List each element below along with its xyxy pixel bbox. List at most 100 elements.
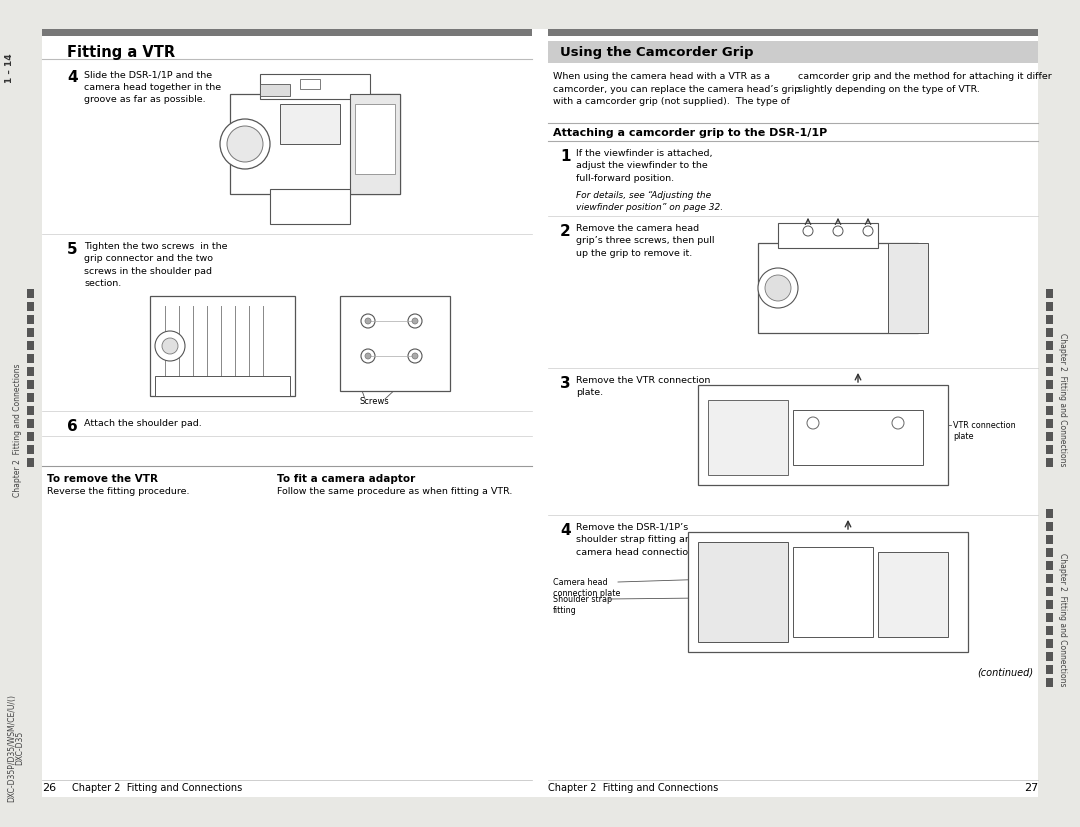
- Bar: [793, 547, 873, 638]
- Circle shape: [156, 332, 185, 361]
- Bar: [260, 85, 291, 97]
- Bar: [1047, 407, 1053, 415]
- Text: Follow the same procedure as when fitting a VTR.: Follow the same procedure as when fittin…: [276, 486, 512, 495]
- Bar: [1047, 458, 1053, 467]
- Circle shape: [162, 338, 178, 355]
- Bar: [1047, 600, 1053, 609]
- Bar: [27, 328, 33, 337]
- Bar: [1047, 289, 1053, 299]
- Circle shape: [411, 354, 418, 360]
- Bar: [548, 30, 1038, 37]
- Bar: [1047, 446, 1053, 455]
- Bar: [230, 95, 400, 195]
- Bar: [42, 30, 532, 37]
- Text: Remove the VTR connection
plate.: Remove the VTR connection plate.: [576, 375, 711, 397]
- Bar: [27, 380, 33, 390]
- Text: 4: 4: [67, 70, 78, 85]
- Circle shape: [765, 275, 791, 302]
- Bar: [355, 105, 395, 174]
- Bar: [1047, 548, 1053, 557]
- Circle shape: [361, 350, 375, 364]
- Text: 1 – 14: 1 – 14: [5, 53, 14, 83]
- Circle shape: [365, 318, 372, 325]
- Bar: [708, 400, 788, 476]
- Bar: [1047, 614, 1053, 622]
- Bar: [27, 407, 33, 415]
- Circle shape: [220, 120, 270, 170]
- Circle shape: [361, 314, 375, 328]
- Text: 27: 27: [1024, 782, 1038, 792]
- Bar: [27, 316, 33, 325]
- Text: Chapter 2  Fitting and Connections: Chapter 2 Fitting and Connections: [1057, 332, 1067, 466]
- Circle shape: [408, 350, 422, 364]
- Text: For details, see “Adjusting the
viewfinder position” on page 32.: For details, see “Adjusting the viewfind…: [576, 191, 724, 212]
- Bar: [150, 297, 295, 396]
- Bar: [350, 95, 400, 195]
- Bar: [260, 75, 370, 100]
- Text: Attach the shoulder pad.: Attach the shoulder pad.: [84, 418, 202, 428]
- Bar: [1047, 419, 1053, 428]
- Text: (continued): (continued): [977, 667, 1032, 677]
- Text: 3: 3: [561, 375, 570, 390]
- Bar: [1047, 316, 1053, 325]
- Bar: [27, 433, 33, 442]
- Text: Chapter 2  Fitting and Connections: Chapter 2 Fitting and Connections: [1057, 552, 1067, 686]
- Bar: [1047, 665, 1053, 674]
- Circle shape: [807, 418, 819, 429]
- Circle shape: [408, 314, 422, 328]
- Circle shape: [227, 127, 264, 163]
- Bar: [27, 458, 33, 467]
- Bar: [340, 297, 450, 391]
- Bar: [688, 533, 968, 653]
- Circle shape: [892, 418, 904, 429]
- Text: 6: 6: [67, 418, 78, 433]
- Text: Chapter 2  Fitting and Connections: Chapter 2 Fitting and Connections: [13, 363, 23, 496]
- Circle shape: [833, 227, 843, 237]
- Circle shape: [758, 269, 798, 308]
- Bar: [793, 410, 923, 466]
- Bar: [280, 105, 340, 145]
- Circle shape: [365, 354, 372, 360]
- Bar: [270, 189, 350, 225]
- Text: Remove the camera head
grip’s three screws, then pull
up the grip to remove it.: Remove the camera head grip’s three scre…: [576, 224, 715, 258]
- Text: 26: 26: [42, 782, 56, 792]
- Bar: [878, 552, 948, 638]
- Text: When using the camera head with a VTR as a
camcorder, you can replace the camera: When using the camera head with a VTR as…: [553, 72, 800, 106]
- Bar: [1047, 355, 1053, 364]
- Bar: [1047, 626, 1053, 635]
- Text: Fitting a VTR: Fitting a VTR: [67, 45, 175, 60]
- Bar: [758, 244, 918, 333]
- Text: Camera head
connection plate: Camera head connection plate: [553, 577, 620, 597]
- Text: DXC-D35: DXC-D35: [15, 730, 25, 764]
- Bar: [27, 446, 33, 455]
- Text: 1: 1: [561, 149, 570, 164]
- Bar: [27, 419, 33, 428]
- Bar: [698, 385, 948, 485]
- Text: DXC-D35P/D35/WSM/CE/U/(): DXC-D35P/D35/WSM/CE/U/(): [8, 693, 16, 801]
- Text: Slide the DSR-1/1P and the
camera head together in the
groove as far as possible: Slide the DSR-1/1P and the camera head t…: [84, 70, 221, 104]
- Bar: [1047, 639, 1053, 648]
- Bar: [27, 303, 33, 312]
- Bar: [1047, 394, 1053, 403]
- Text: camcorder grip and the method for attaching it differ
slightly depending on the : camcorder grip and the method for attach…: [798, 72, 1052, 93]
- Circle shape: [863, 227, 873, 237]
- Text: Remove the DSR-1/1P’s
shoulder strap fitting and the
camera head connection plat: Remove the DSR-1/1P’s shoulder strap fit…: [576, 523, 725, 557]
- Text: 4: 4: [561, 523, 570, 538]
- Text: To remove the VTR: To remove the VTR: [48, 473, 158, 484]
- Bar: [1047, 367, 1053, 376]
- Text: VTR connection
plate: VTR connection plate: [953, 420, 1015, 441]
- Bar: [156, 376, 291, 396]
- Circle shape: [411, 318, 418, 325]
- Bar: [1047, 509, 1053, 519]
- Bar: [698, 543, 788, 643]
- Bar: [27, 367, 33, 376]
- Bar: [27, 394, 33, 403]
- Bar: [1047, 587, 1053, 596]
- Bar: [888, 244, 928, 333]
- Bar: [1047, 523, 1053, 532]
- Text: Tighten the two screws  in the
grip connector and the two
screws in the shoulder: Tighten the two screws in the grip conne…: [84, 241, 228, 288]
- Bar: [1047, 535, 1053, 544]
- Text: 2: 2: [561, 224, 570, 239]
- Text: Attaching a camcorder grip to the DSR-1/1P: Attaching a camcorder grip to the DSR-1/…: [553, 128, 827, 138]
- Text: Shoulder strap
fitting: Shoulder strap fitting: [553, 595, 612, 614]
